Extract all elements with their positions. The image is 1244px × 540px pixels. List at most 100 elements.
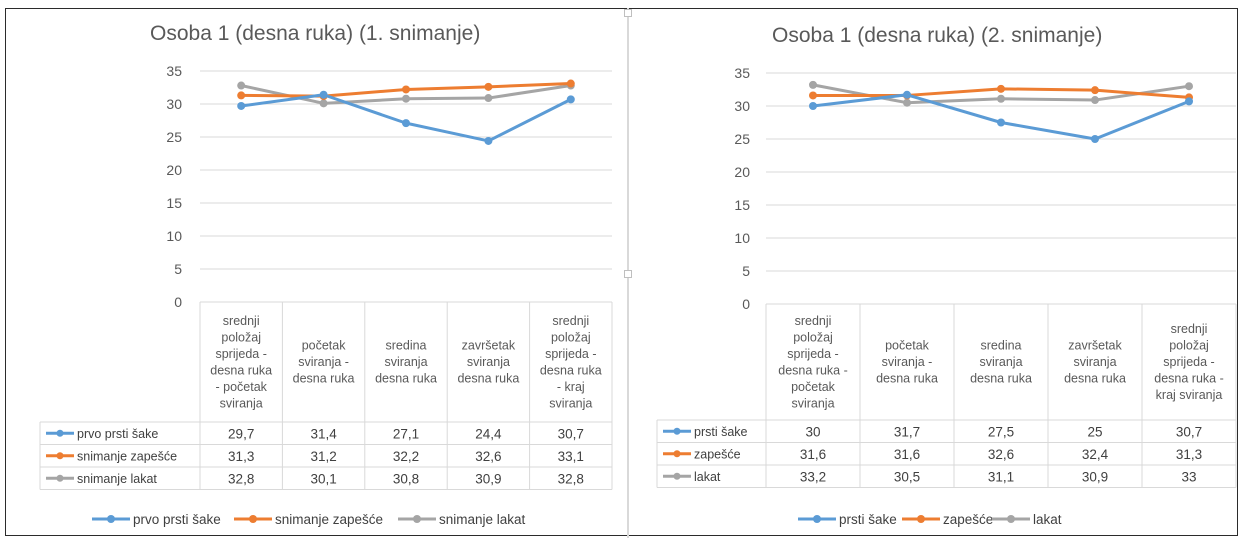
divider-handle-top[interactable] xyxy=(624,9,632,17)
y-tick-label: 5 xyxy=(742,263,750,279)
category-label: sprijeda - xyxy=(215,347,266,361)
table-cell-value: 30,7 xyxy=(1176,424,1202,439)
table-cell-value: 27,1 xyxy=(393,426,419,441)
legend-label: lakat xyxy=(1033,512,1062,527)
y-tick-label: 10 xyxy=(166,228,182,244)
table-cell-value: 30,8 xyxy=(393,471,419,486)
data-point xyxy=(809,102,817,110)
data-point xyxy=(402,94,410,103)
data-point xyxy=(903,90,911,99)
y-tick-label: 25 xyxy=(166,129,182,145)
table-cell-value: 31,6 xyxy=(800,447,826,462)
y-tick-label: 15 xyxy=(166,195,182,211)
y-tick-label: 25 xyxy=(734,131,750,147)
data-point xyxy=(237,81,246,90)
chart-title: Osoba 1 (desna ruka) (2. snimanje) xyxy=(772,24,1103,47)
legend-key-marker xyxy=(56,429,64,437)
table-cell-value: 30,9 xyxy=(475,471,501,486)
chart-title: Osoba 1 (desna ruka) (1. snimanje) xyxy=(150,22,481,45)
page-border xyxy=(5,8,1238,536)
legend-key-marker xyxy=(56,474,64,482)
data-point xyxy=(1091,135,1099,143)
category-label: srednji xyxy=(552,314,589,328)
category-label: desna ruka xyxy=(1064,372,1126,386)
category-label: desna ruka xyxy=(540,363,602,377)
series-name: snimanje lakat xyxy=(77,472,157,486)
category-label: završetak xyxy=(462,339,516,353)
category-label: srednji xyxy=(795,314,832,328)
legend-marker xyxy=(249,515,257,523)
category-label: sviranja - xyxy=(298,355,349,369)
data-point xyxy=(484,94,493,103)
table-cell-value: 33,1 xyxy=(558,449,584,464)
y-tick-label: 35 xyxy=(734,65,750,81)
legend-key-marker xyxy=(56,452,64,460)
legend-key-marker xyxy=(673,450,681,458)
legend-marker xyxy=(813,515,821,523)
table-cell-value: 30,9 xyxy=(1082,469,1108,484)
data-point xyxy=(1185,97,1193,106)
divider-handle-middle[interactable] xyxy=(624,270,632,278)
category-label: sviranja xyxy=(979,355,1022,369)
table-cell-value: 31,3 xyxy=(228,449,254,464)
table-cell-value: 25 xyxy=(1087,424,1102,439)
table-cell-value: 29,7 xyxy=(228,426,254,441)
series-name: snimanje zapešće xyxy=(77,449,177,463)
y-tick-label: 35 xyxy=(166,63,182,79)
category-label: završetak xyxy=(1068,339,1122,353)
legend-key-marker xyxy=(673,472,681,480)
data-point xyxy=(484,136,493,145)
category-label: sviranja xyxy=(1073,355,1116,369)
category-label: kraj sviranja xyxy=(1156,388,1223,402)
data-point xyxy=(566,79,575,88)
category-label: početak xyxy=(791,380,836,394)
table-cell-value: 31,6 xyxy=(894,447,920,462)
table-cell-value: 31,4 xyxy=(310,426,337,441)
data-point xyxy=(997,118,1005,127)
y-tick-label: 0 xyxy=(742,296,750,312)
chart-2[interactable]: Osoba 1 (desna ruka) (2. snimanje) 0 5 10 1… xyxy=(632,14,1238,534)
category-label: sprijeda - xyxy=(1163,355,1214,369)
category-label: desna ruka xyxy=(970,372,1032,386)
chart-2-plot: 0 5 10 15 20 25 30 35 srednji položaj sprijeda - de… xyxy=(656,65,1237,527)
legend-key-marker xyxy=(673,427,681,435)
data-point xyxy=(484,82,493,91)
data-point xyxy=(1091,96,1099,105)
category-label: desna ruka xyxy=(210,363,272,377)
category-label: sredina xyxy=(386,339,427,353)
chart-1-plot: 0 5 10 15 20 25 30 35 srednji položaj sprijeda - de… xyxy=(39,63,613,527)
category-label: desna ruka xyxy=(457,372,519,386)
category-label: početak xyxy=(302,339,347,353)
table-cell-value: 31,1 xyxy=(988,469,1014,484)
category-label: sprijeda - xyxy=(787,347,838,361)
category-label: srednji xyxy=(223,314,260,328)
category-label: položaj xyxy=(551,330,591,344)
category-label: sprijeda - xyxy=(545,347,596,361)
data-point xyxy=(809,91,817,100)
category-label: sviranja xyxy=(384,355,427,369)
category-label: srednji xyxy=(1171,322,1208,336)
table-cell-value: 30,1 xyxy=(310,471,336,486)
chart-1[interactable]: Osoba 1 (desna ruka) (1. snimanje) 0 5 10 1… xyxy=(10,14,620,534)
y-tick-label: 10 xyxy=(734,230,750,246)
category-label: položaj xyxy=(221,330,261,344)
legend-marker xyxy=(917,515,925,523)
category-label: sviranja - xyxy=(882,355,933,369)
legend-marker xyxy=(413,515,421,523)
category-label: početak xyxy=(885,339,930,353)
data-point xyxy=(566,95,575,104)
table-cell-value: 24,4 xyxy=(475,426,502,441)
table-cell-value: 33,2 xyxy=(800,469,826,484)
data-point xyxy=(319,99,328,108)
data-point xyxy=(319,90,328,99)
y-tick-label: 20 xyxy=(166,162,182,178)
series-name: prvo prsti šake xyxy=(77,427,158,441)
y-tick-label: 30 xyxy=(166,96,182,112)
table-cell-value: 33 xyxy=(1181,469,1196,484)
category-label: položaj xyxy=(793,330,833,344)
data-point xyxy=(809,80,817,89)
y-tick-label: 0 xyxy=(174,294,182,310)
table-cell-value: 32,8 xyxy=(228,471,254,486)
category-label: desna ruka xyxy=(375,372,437,386)
category-label: desna ruka xyxy=(293,372,355,386)
